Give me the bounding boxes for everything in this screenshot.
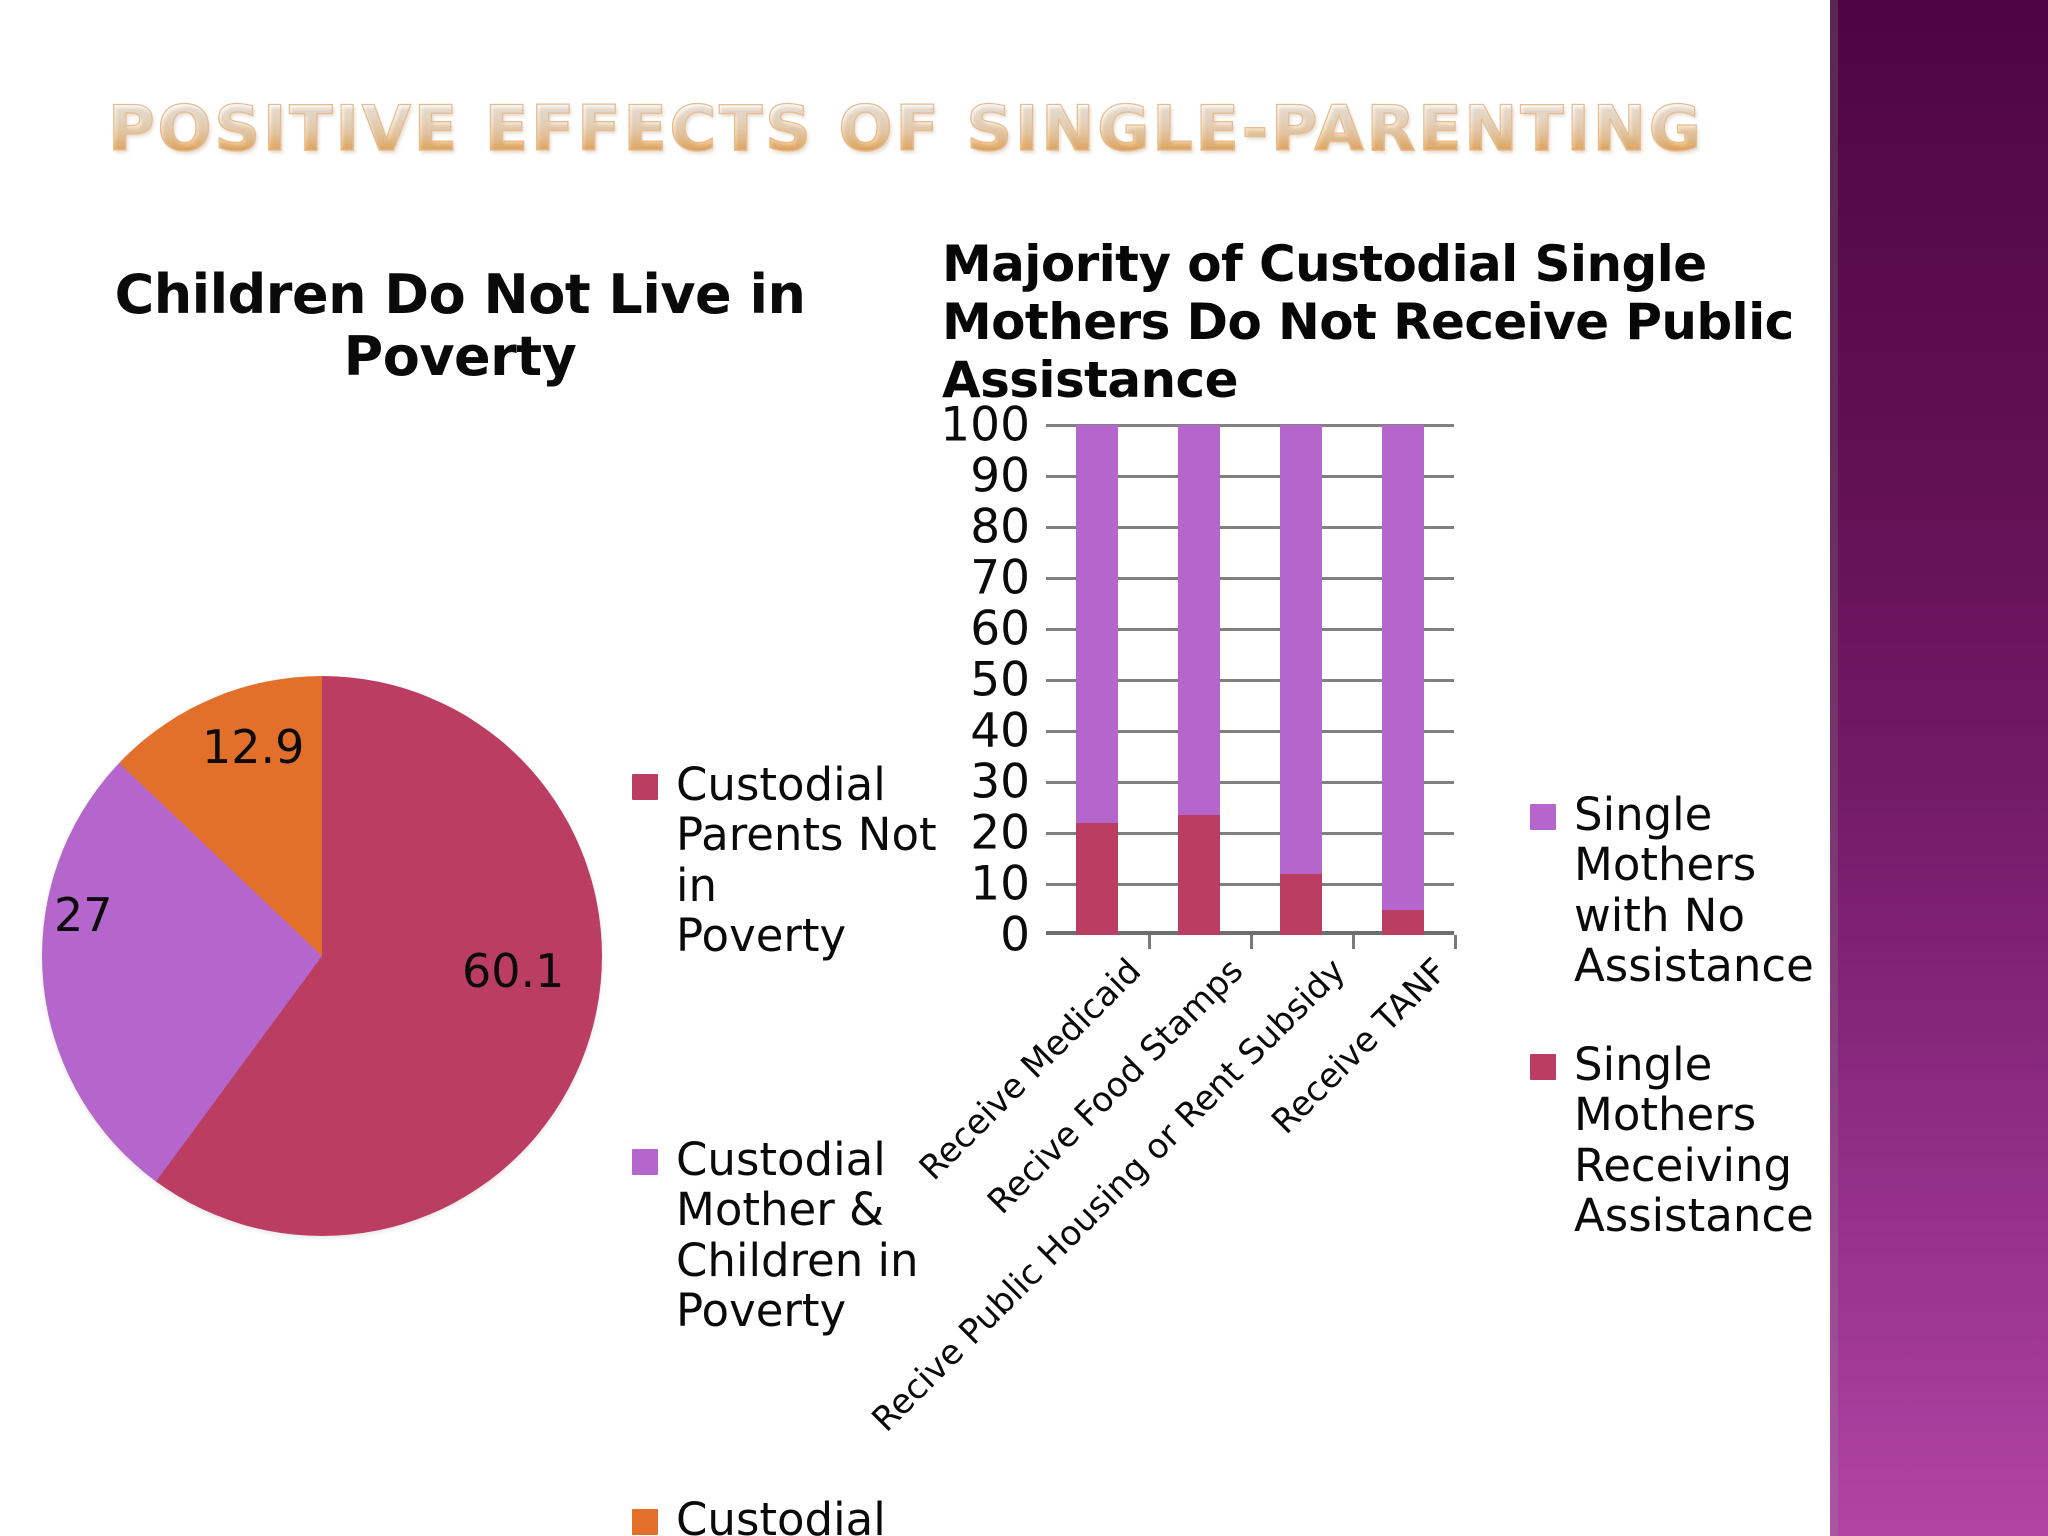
y-axis-tick-label: 30 <box>970 754 1030 810</box>
bar-segment[interactable] <box>1178 815 1220 935</box>
x-axis-tick-mark <box>1250 935 1253 949</box>
legend-swatch-icon <box>632 1149 658 1175</box>
bar-segment[interactable] <box>1280 873 1322 935</box>
bar-segment[interactable] <box>1280 425 1322 874</box>
decorative-band-edge <box>1830 0 1838 1536</box>
bar-legend-label: Single Mothers Receiving Assistance <box>1574 1038 1814 1243</box>
gridline <box>1046 475 1454 478</box>
pie-legend-label: Custodial Parents Not in Poverty <box>676 758 937 963</box>
y-axis-ticks: 0 10 20 30 40 50 60 70 80 90 100 <box>930 402 1038 959</box>
plot-grid <box>1046 424 1457 949</box>
legend-swatch-icon <box>1530 804 1556 830</box>
legend-swatch-icon <box>632 774 658 800</box>
x-axis-tick-mark <box>1454 935 1457 949</box>
gridline <box>1046 679 1454 682</box>
y-axis-tick-label: 20 <box>970 805 1030 861</box>
pie-legend-label: Custodial Mother & Children in Poverty <box>676 1133 919 1338</box>
bar-chart-panel: Majority of Custodial Single Mothers Do … <box>864 235 1860 1535</box>
y-axis-tick-label: 50 <box>970 652 1030 708</box>
x-axis-labels: Receive Medicaid Recive Food Stamps Recive… <box>864 951 1606 1440</box>
x-axis-tick-mark <box>1148 935 1151 949</box>
x-axis-tick-label: Recive Public Housing or Rent Subsidy <box>864 950 1354 1440</box>
gridline <box>1046 628 1454 631</box>
gridline <box>1046 730 1454 733</box>
bar-legend-item[interactable]: Single Mothers with No Assistance <box>1530 788 1840 993</box>
pie-legend-label: Custodial Fathers & Children Live in Pov… <box>676 1493 886 1536</box>
bar-chart-title: Majority of Custodial Single Mothers Do … <box>942 235 1794 409</box>
bar-legend-label: Single Mothers with No Assistance <box>1574 788 1814 993</box>
gridline <box>1046 832 1454 835</box>
bar-legend-item[interactable]: Single Mothers Receiving Assistance <box>1530 1038 1840 1243</box>
gridline <box>1046 781 1454 784</box>
y-axis-tick-label: 100 <box>940 397 1030 453</box>
bar-chart-plot-area: 0 10 20 30 40 50 60 70 80 90 100 Receive Medicaid R… <box>864 402 1813 1440</box>
y-axis-tick-label: 0 <box>1000 907 1030 963</box>
gridline <box>1046 526 1454 529</box>
pie-legend-item[interactable]: Custodial Mother & Children in Poverty <box>632 1133 962 1338</box>
bar-segment[interactable] <box>1076 425 1118 823</box>
bar-segment[interactable] <box>1382 425 1424 910</box>
x-axis-tick-mark <box>1352 935 1355 949</box>
page-title: Positive Effects of Single-Parenting <box>107 97 1818 160</box>
y-axis-tick-label: 40 <box>970 703 1030 759</box>
x-axis-line <box>1046 931 1454 935</box>
legend-swatch-icon <box>632 1509 658 1535</box>
y-axis-tick-label: 70 <box>970 550 1030 606</box>
y-axis-tick-label: 60 <box>970 601 1030 657</box>
bar-segment[interactable] <box>1382 909 1424 935</box>
y-axis-tick-label: 90 <box>970 448 1030 504</box>
gridline <box>1046 577 1454 580</box>
legend-swatch-icon <box>1530 1054 1556 1080</box>
pie-legend-item[interactable]: Custodial Parents Not in Poverty <box>632 758 962 963</box>
pie-slice-value: 60.1 <box>462 944 565 998</box>
pie-slice-value: 12.9 <box>202 720 305 774</box>
bar-segment[interactable] <box>1076 822 1118 935</box>
pie-circle <box>42 676 602 1236</box>
decorative-purple-band <box>1838 0 2048 1536</box>
pie-legend-item[interactable]: Custodial Fathers & Children Live in Pov… <box>632 1493 962 1536</box>
pie-slice-value: 27 <box>54 888 113 942</box>
pie-chart-graphic: 60.1 27 12.9 <box>42 676 602 1236</box>
pie-chart-panel: Children Do Not Live in Poverty 60.1 27 … <box>0 250 962 1536</box>
y-axis-tick-label: 10 <box>970 856 1030 912</box>
pie-chart-title: Children Do Not Live in Poverty <box>114 263 806 388</box>
gridline <box>1046 424 1454 427</box>
bar-segment[interactable] <box>1178 425 1220 816</box>
gridline <box>1046 883 1454 886</box>
y-axis-tick-label: 80 <box>970 499 1030 555</box>
